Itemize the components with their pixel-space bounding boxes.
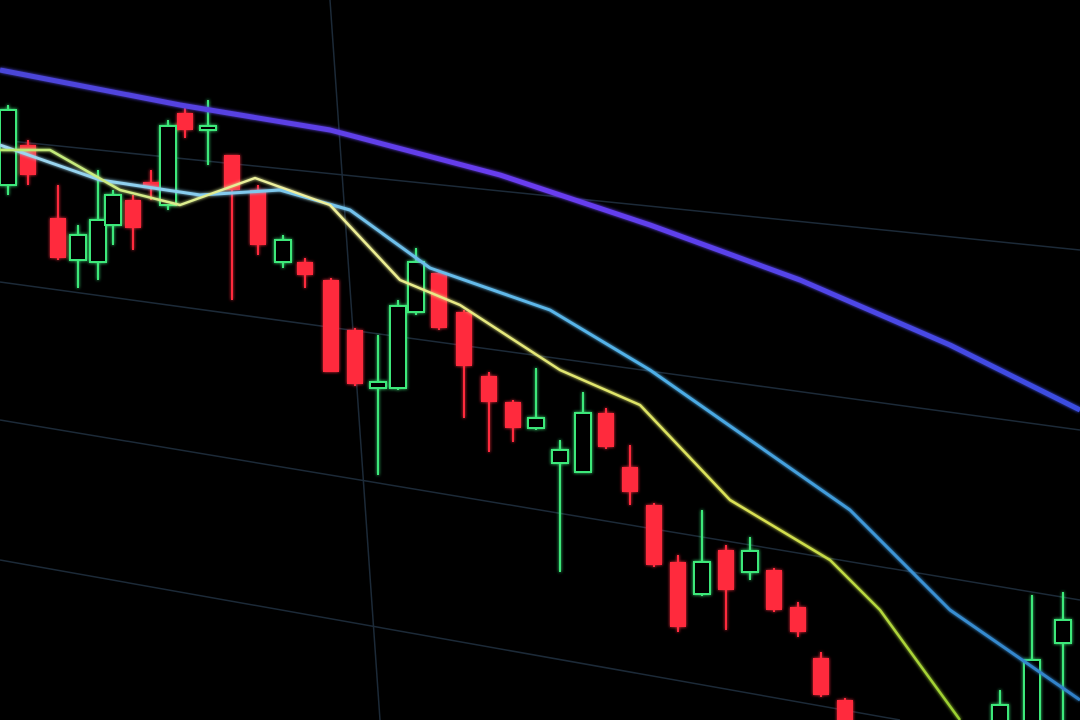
bearish-candle (790, 602, 806, 637)
bearish-candle (224, 155, 240, 300)
bearish-candle (813, 652, 829, 697)
candle-body (274, 239, 292, 263)
candle-body (718, 550, 734, 590)
bearish-candle (323, 278, 339, 372)
candle-body (431, 273, 447, 328)
candle-body (159, 125, 177, 206)
bearish-candle (250, 185, 266, 255)
candle-body (598, 413, 614, 447)
bearish-candle (143, 170, 159, 200)
candle-body (527, 417, 545, 429)
candle-body (297, 262, 313, 275)
candle-body (646, 505, 662, 565)
bullish-candle (104, 190, 122, 245)
candle-body (991, 704, 1009, 720)
candles (0, 100, 1072, 720)
candle-body (250, 190, 266, 245)
candle-body (347, 330, 363, 384)
candle-body (790, 607, 806, 632)
bearish-candle (598, 408, 614, 449)
bullish-candle (991, 690, 1009, 720)
candle-body (369, 381, 387, 389)
candle-body (323, 280, 339, 372)
candle-body (574, 412, 592, 473)
candle-body (813, 658, 829, 695)
bullish-candle (1023, 595, 1041, 720)
candle-body (69, 234, 87, 261)
bearish-candle (431, 270, 447, 330)
bullish-candle (369, 335, 387, 475)
bullish-candle (551, 440, 569, 572)
candle-body (177, 113, 193, 130)
candle-body (622, 467, 638, 492)
moving-average-fast (0, 148, 962, 720)
candle-body (837, 700, 853, 720)
candle-body (89, 219, 107, 263)
candle-body (1023, 659, 1041, 720)
bearish-candle (347, 328, 363, 386)
bearish-candle (766, 568, 782, 612)
moving-averages (0, 67, 1080, 720)
bearish-candle (837, 698, 853, 720)
bearish-candle (297, 258, 313, 288)
bullish-candle (693, 510, 711, 596)
bullish-candle (741, 537, 759, 580)
bearish-candle (670, 555, 686, 632)
candle-body (766, 570, 782, 610)
candle-body (389, 305, 407, 389)
bearish-candle (622, 445, 638, 505)
candle-body (670, 562, 686, 627)
moving-average-mid (0, 143, 1080, 702)
bullish-candle (527, 368, 545, 430)
bullish-candle (274, 235, 292, 268)
grid-line (0, 419, 1080, 601)
bullish-candle (89, 170, 107, 280)
bullish-candle (574, 392, 592, 473)
bearish-candle (505, 400, 521, 442)
bearish-candle (718, 545, 734, 630)
bullish-candle (389, 300, 407, 390)
grid-line (0, 559, 901, 720)
bearish-candle (481, 372, 497, 452)
candle-body (481, 376, 497, 402)
bullish-candle (69, 225, 87, 288)
candle-body (456, 312, 472, 366)
bearish-candle (177, 108, 193, 138)
bearish-candle (125, 195, 141, 250)
candle-body (199, 125, 217, 131)
candle-body (143, 182, 159, 188)
bullish-candle (1054, 592, 1072, 720)
candle-body (741, 550, 759, 573)
candle-body (1054, 619, 1072, 644)
bearish-candle (646, 503, 662, 567)
grid-line (0, 139, 1080, 251)
candle-body (505, 402, 521, 428)
bearish-candle (50, 185, 66, 260)
moving-average-slow (0, 67, 1080, 413)
candle-body (224, 155, 240, 190)
candle-body (693, 561, 711, 595)
candle-body (551, 449, 569, 464)
candle-body (104, 194, 122, 226)
bearish-candle (456, 310, 472, 418)
bullish-candle (159, 120, 177, 210)
candle-body (50, 218, 66, 258)
candle-body (125, 200, 141, 228)
